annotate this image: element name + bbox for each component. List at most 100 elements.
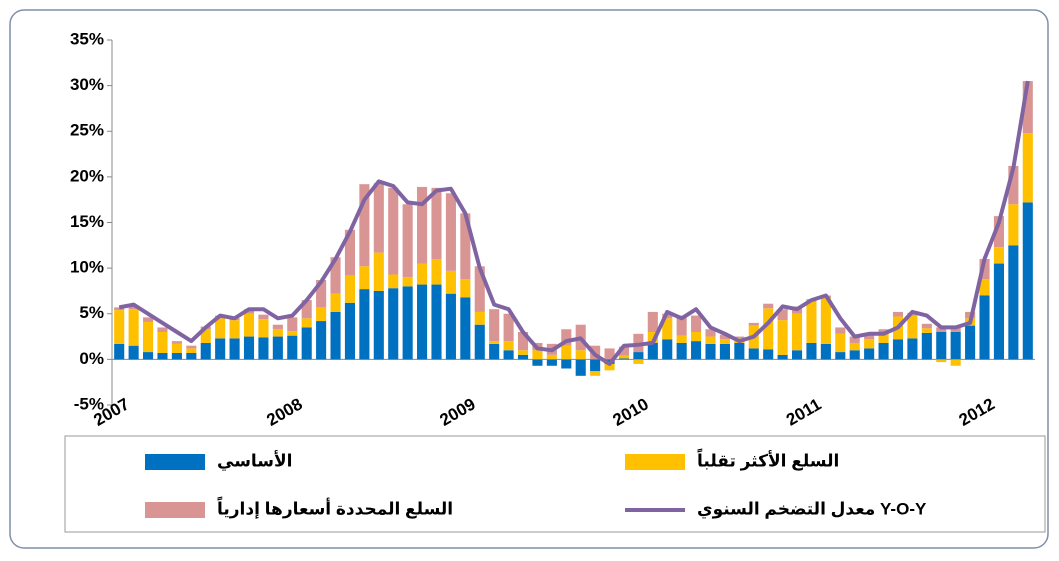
bar	[243, 313, 255, 337]
bar	[676, 342, 687, 360]
bar	[532, 350, 543, 360]
bar	[849, 342, 860, 351]
legend-label: السلع المحددة أسعارها إدارياً	[217, 496, 453, 520]
bar	[431, 259, 442, 285]
bar	[330, 257, 341, 294]
bar	[215, 318, 226, 339]
bar	[316, 279, 327, 308]
bar	[763, 308, 774, 350]
bar	[878, 329, 889, 332]
bar	[344, 302, 356, 360]
y-tick-label: 5%	[79, 303, 104, 322]
bar	[950, 332, 961, 360]
y-tick-label: 30%	[70, 75, 104, 94]
bar	[359, 184, 370, 267]
bar	[647, 311, 658, 332]
bar	[503, 341, 514, 351]
bar	[157, 352, 168, 360]
bar	[1022, 81, 1033, 134]
bar	[489, 309, 500, 342]
bar	[791, 313, 803, 351]
bar	[604, 363, 615, 371]
y-tick-label: 25%	[70, 121, 104, 140]
bar	[864, 334, 875, 340]
bar	[157, 327, 168, 332]
line	[118, 80, 1030, 366]
bar	[1022, 133, 1033, 203]
y-tick-label: 0%	[79, 349, 104, 368]
bar	[835, 327, 846, 334]
bar	[878, 332, 889, 343]
bar	[561, 329, 572, 346]
bar	[417, 284, 428, 360]
bar	[474, 324, 485, 360]
bar	[950, 327, 961, 332]
bar	[445, 270, 456, 294]
bar	[892, 311, 904, 317]
bar	[200, 329, 211, 343]
bar	[330, 311, 341, 360]
bar	[878, 342, 889, 360]
bar	[691, 332, 702, 342]
bar	[633, 352, 644, 360]
bar	[806, 342, 817, 360]
bar	[330, 293, 341, 312]
bar	[229, 320, 240, 339]
bar	[503, 350, 514, 360]
bar	[258, 337, 269, 360]
bar	[532, 359, 543, 366]
bar	[835, 352, 846, 360]
bar	[243, 336, 255, 360]
bar	[402, 204, 413, 278]
bar	[546, 359, 557, 366]
bar	[489, 343, 500, 360]
bar	[373, 183, 384, 253]
bar	[719, 339, 730, 344]
bar	[705, 329, 716, 337]
legend-label: الأساسي	[217, 450, 293, 471]
bar	[445, 293, 456, 360]
bar	[388, 288, 399, 360]
y-tick-label: 10%	[70, 258, 104, 277]
bar	[287, 331, 298, 336]
bar	[676, 335, 687, 343]
bar	[114, 310, 125, 344]
bar	[791, 350, 803, 360]
bar	[517, 350, 529, 355]
bar	[979, 295, 990, 360]
bar	[719, 343, 730, 360]
bar	[936, 359, 947, 363]
bar	[864, 348, 875, 360]
bar	[618, 346, 630, 356]
bar	[820, 343, 831, 360]
legend-label: معدل التضخم السنوي Y-O-Y	[697, 499, 927, 519]
bar	[604, 348, 615, 360]
bar	[820, 298, 831, 344]
bar	[705, 336, 716, 344]
bar	[474, 311, 485, 325]
bar	[272, 324, 283, 330]
bar	[200, 342, 211, 360]
bar	[965, 325, 976, 360]
bar	[517, 354, 529, 360]
bar	[431, 187, 442, 259]
y-tick-label: 20%	[70, 166, 104, 185]
bar	[171, 343, 182, 353]
bar	[993, 247, 1004, 264]
bar	[171, 341, 182, 344]
bar	[186, 348, 197, 353]
bar	[460, 297, 471, 360]
bar	[301, 318, 312, 328]
bar	[662, 339, 673, 360]
bar	[691, 341, 702, 360]
bar	[171, 352, 182, 360]
bar	[474, 266, 485, 312]
bar	[373, 290, 384, 360]
bar	[590, 371, 601, 376]
bar	[590, 359, 601, 372]
legend-box	[64, 435, 1046, 533]
bar	[993, 263, 1004, 360]
bar	[777, 320, 788, 355]
bar	[287, 335, 298, 360]
